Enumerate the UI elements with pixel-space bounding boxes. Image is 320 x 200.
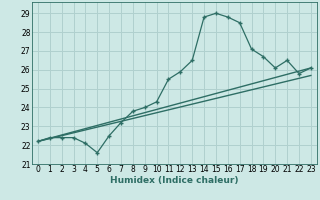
X-axis label: Humidex (Indice chaleur): Humidex (Indice chaleur) xyxy=(110,176,239,185)
